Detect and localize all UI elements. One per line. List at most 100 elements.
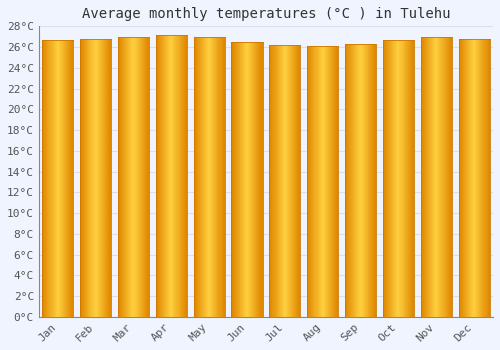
Bar [241,42,242,317]
Bar [214,37,216,317]
Bar [236,42,238,317]
Bar [103,39,104,317]
Bar [260,42,262,317]
Bar [408,40,409,317]
Bar [254,42,256,317]
Bar [448,37,450,317]
Bar [81,39,82,317]
Bar [412,40,413,317]
Bar [174,35,176,317]
Bar [352,44,354,317]
Bar [318,46,320,317]
Bar [469,39,470,317]
Bar [322,46,324,317]
Bar [458,39,460,317]
Bar [387,40,388,317]
Bar [291,45,292,317]
Bar [242,42,243,317]
Bar [284,45,285,317]
Bar [348,44,349,317]
Bar [42,40,43,317]
Bar [320,46,322,317]
Bar [62,40,63,317]
Bar [64,40,65,317]
Bar [85,39,86,317]
Bar [165,35,166,317]
Bar [436,37,438,317]
Bar [104,39,105,317]
Bar [270,45,272,317]
Bar [360,44,362,317]
Bar [101,39,102,317]
Bar [394,40,396,317]
Bar [467,39,468,317]
Bar [130,37,132,317]
Bar [184,35,186,317]
Bar [98,39,100,317]
Bar [107,39,108,317]
Bar [172,35,174,317]
Bar [142,37,143,317]
Bar [328,46,329,317]
Bar [425,37,426,317]
Title: Average monthly temperatures (°C ) in Tulehu: Average monthly temperatures (°C ) in Tu… [82,7,450,21]
Bar [368,44,369,317]
Bar [486,39,488,317]
Bar [327,46,328,317]
Bar [66,40,67,317]
Bar [430,37,431,317]
Bar [404,40,406,317]
Bar [385,40,386,317]
Bar [121,37,122,317]
Bar [44,40,46,317]
Bar [329,46,330,317]
Bar [431,37,432,317]
Bar [166,35,167,317]
Bar [326,46,327,317]
Bar [411,40,412,317]
Bar [335,46,336,317]
Bar [283,45,284,317]
Bar [347,44,348,317]
Bar [160,35,161,317]
Bar [316,46,318,317]
Bar [246,42,247,317]
Bar [292,45,293,317]
Bar [68,40,69,317]
Bar [388,40,389,317]
Bar [393,40,394,317]
Bar [252,42,253,317]
Bar [105,39,106,317]
Bar [180,35,182,317]
Bar [450,37,451,317]
Bar [140,37,141,317]
Bar [106,39,107,317]
Bar [274,45,276,317]
Bar [128,37,130,317]
Bar [356,44,358,317]
Bar [123,37,124,317]
Bar [118,37,119,317]
Bar [96,39,98,317]
Bar [90,39,92,317]
Bar [119,37,120,317]
Bar [167,35,168,317]
Bar [350,44,352,317]
Bar [72,40,74,317]
Bar [288,45,289,317]
Bar [276,45,278,317]
Bar [332,46,333,317]
Bar [402,40,404,317]
Bar [464,39,465,317]
Bar [289,45,290,317]
Bar [396,40,398,317]
Bar [272,45,274,317]
Bar [109,39,110,317]
Bar [330,46,331,317]
Bar [460,39,462,317]
Bar [248,42,249,317]
Bar [108,39,109,317]
Bar [331,46,332,317]
Bar [466,39,467,317]
Bar [308,46,310,317]
